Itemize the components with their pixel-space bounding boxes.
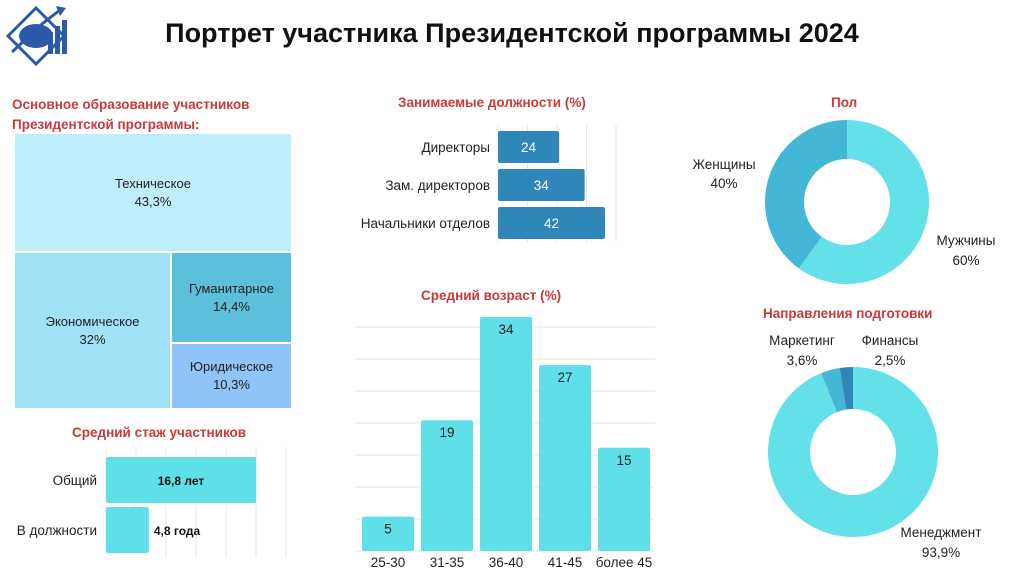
education-title: Основное образование участников Президен… xyxy=(12,95,249,135)
treemap-cell-economic: Экономическое 32% xyxy=(14,252,171,409)
bar-2 xyxy=(498,169,585,201)
age-chart: 5 25-30 19 31-35 34 36-40 27 41-45 15 более 45 xyxy=(355,317,655,570)
bar-36-40 xyxy=(480,317,532,551)
data-label: 42 xyxy=(544,216,559,231)
category-label: 31-35 xyxy=(430,555,465,570)
experience-title: Средний стаж участников xyxy=(72,425,247,440)
category-label: более 45 xyxy=(596,555,653,570)
treemap-label: Техническое xyxy=(115,175,191,191)
treemap-value: 14,4% xyxy=(213,298,250,314)
gender-chart: Женщины 40% Мужчины 60% xyxy=(692,120,996,284)
treemap-label: Юридическое xyxy=(189,359,274,374)
legend-label: Финансы xyxy=(862,333,919,348)
treemap-value: 32% xyxy=(79,331,106,347)
legend-value: 60% xyxy=(952,253,979,268)
page-title: Портрет участника Президентской программ… xyxy=(165,18,859,48)
bar-2 xyxy=(106,507,149,553)
data-label: 5 xyxy=(384,522,392,537)
treemap-label: Экономическое xyxy=(45,313,140,329)
treemap-label: Гуманитарное xyxy=(188,280,275,296)
category-label: 41-45 xyxy=(548,555,583,570)
treemap-cell-law: Юридическое 10,3% xyxy=(171,343,292,409)
data-label: 16,8 лет xyxy=(158,474,205,488)
positions-title: Занимаемые должности (%) xyxy=(398,95,586,110)
legend-value: 93,9% xyxy=(922,545,960,560)
data-label: 34 xyxy=(534,178,550,193)
education-title-line1: Основное образование участников xyxy=(12,97,250,112)
legend-label: Менеджмент xyxy=(901,525,982,540)
bar-3 xyxy=(498,207,605,239)
legend-value: 2,5% xyxy=(875,353,906,368)
data-label: 4,8 года xyxy=(154,524,201,538)
data-label: 24 xyxy=(521,140,537,155)
data-label: 15 xyxy=(616,453,631,468)
legend-value: 40% xyxy=(710,176,737,191)
data-label: 34 xyxy=(498,322,514,337)
bar-41-45 xyxy=(539,365,591,551)
gender-title: Пол xyxy=(831,95,858,110)
legend-value: 3,6% xyxy=(787,353,818,368)
education-treemap: Техническое 43,3% Экономическое 32% Гума… xyxy=(14,133,292,409)
positions-chart: Директоры 24 Зам. директоров 34 Начальники о… xyxy=(361,125,617,242)
category-label: Директоры xyxy=(421,140,490,155)
data-label: 27 xyxy=(557,370,572,385)
legend-label: Женщины xyxy=(692,157,755,172)
directions-title: Направления подготовки xyxy=(763,306,933,321)
bar-более 45 xyxy=(598,447,650,551)
category-label: 25-30 xyxy=(371,555,406,570)
bar-25-30 xyxy=(362,516,414,551)
bar-1 xyxy=(106,457,256,503)
education-title-line2: Президентской программы: xyxy=(12,117,200,132)
legend-label: Мужчины xyxy=(937,233,996,248)
bar-1 xyxy=(498,131,560,163)
category-label: Общий xyxy=(53,473,97,488)
category-label: Зам. директоров xyxy=(385,178,490,193)
treemap-value: 43,3% xyxy=(134,193,172,209)
category-label: 36-40 xyxy=(489,555,524,570)
slice-1 xyxy=(798,120,929,284)
directions-chart: Маркетинг 3,6% Финансы 2,5% Менеджмент 93,9% xyxy=(768,333,982,560)
slice-2 xyxy=(765,120,847,269)
bar-31-35 xyxy=(421,420,473,551)
treemap-value: 10,3% xyxy=(213,377,250,392)
experience-chart: Общий 16,8 лет В должности 4,8 года xyxy=(17,447,287,557)
legend-label: Маркетинг xyxy=(769,333,835,348)
slice-1 xyxy=(768,367,938,537)
treemap-cell-technical: Техническое 43,3% xyxy=(14,133,292,252)
treemap-cell-humanities: Гуманитарное 14,4% xyxy=(171,252,292,343)
data-label: 19 xyxy=(439,425,454,440)
category-label: Начальники отделов xyxy=(361,216,490,231)
slice-3 xyxy=(839,367,853,410)
age-title: Средний возраст (%) xyxy=(421,288,562,303)
slice-2 xyxy=(821,368,847,413)
logo-icon xyxy=(5,5,67,67)
category-label: В должности xyxy=(17,523,97,538)
